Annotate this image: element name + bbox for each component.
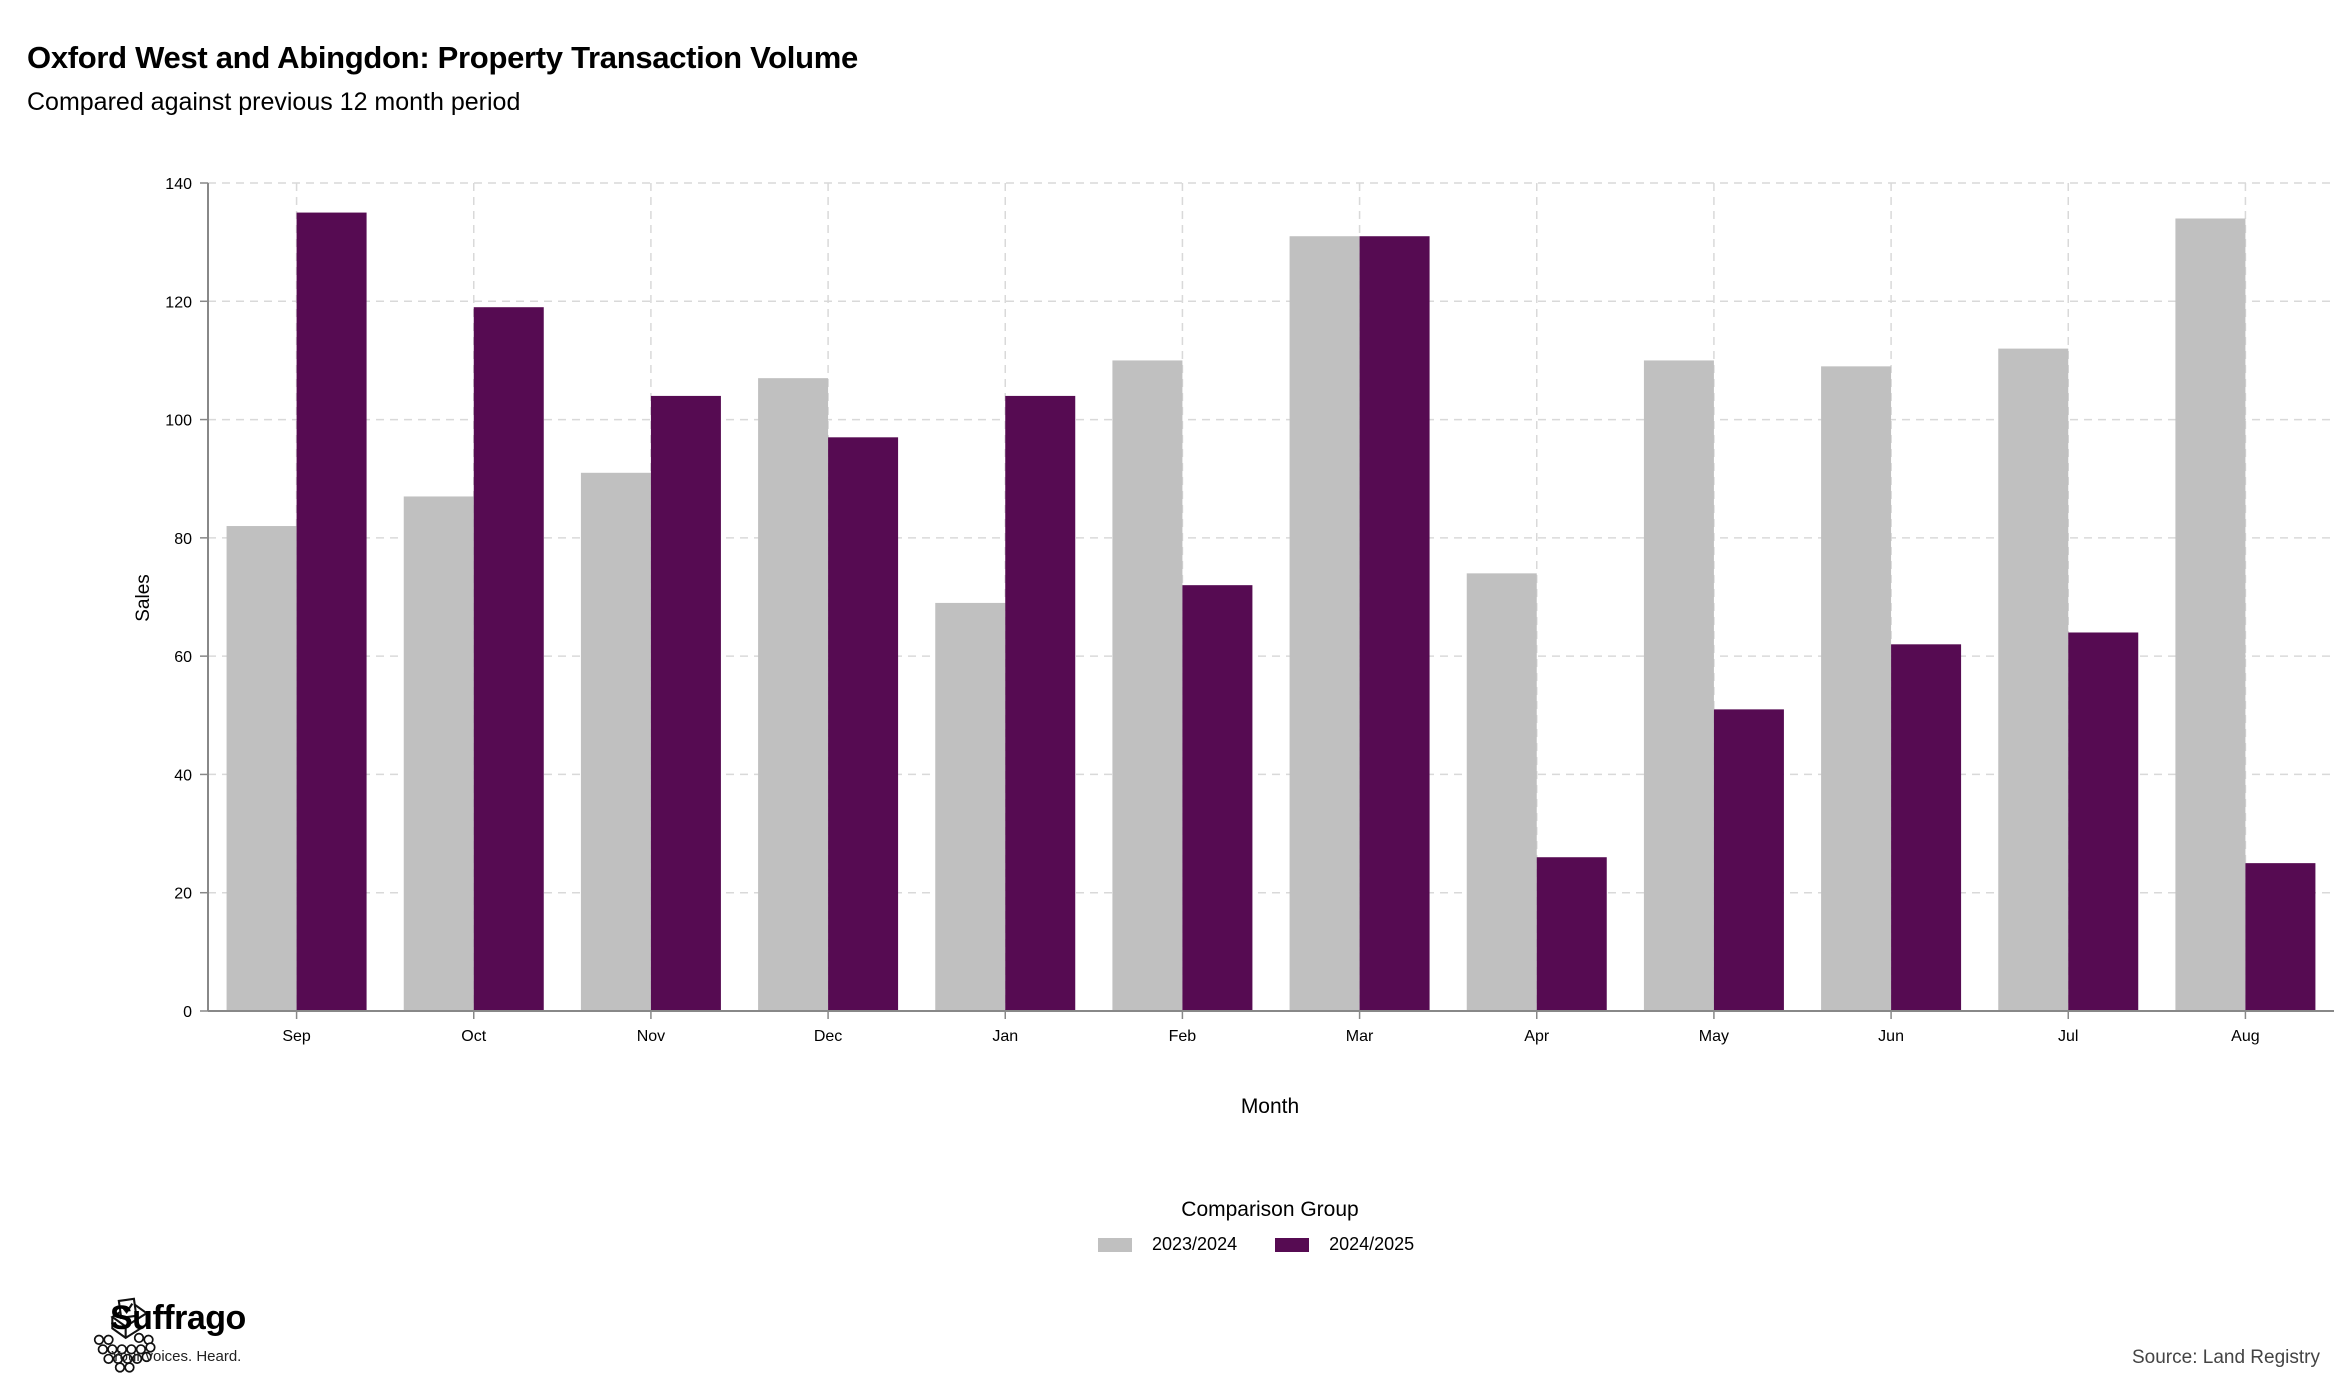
- legend-item-2023-2024: 2023/2024: [1098, 1234, 1237, 1255]
- bar-2024-2025-feb: [1182, 585, 1253, 1011]
- y-tick-label: 120: [165, 294, 192, 311]
- x-tick-label: Oct: [461, 1028, 486, 1045]
- bar-chart: 0 20 40 60 80 100 120 140 Sep Oct Nov Dec Jan Feb Mar…: [133, 176, 2334, 1118]
- y-tick-label: 140: [165, 176, 192, 193]
- bar-2023-2024-apr: [1466, 573, 1537, 1011]
- bars: [226, 212, 2316, 1012]
- x-tick-label: Jun: [1878, 1028, 1904, 1045]
- x-tick-label: Mar: [1346, 1028, 1374, 1045]
- x-tick-label: Sep: [282, 1028, 311, 1045]
- y-tick-label: 20: [174, 886, 192, 903]
- x-tick-label: Jul: [2058, 1028, 2078, 1045]
- chart-title: Oxford West and Abingdon: Property Trans…: [27, 40, 858, 75]
- bar-2023-2024-feb: [1112, 360, 1183, 1011]
- x-tick-label: Jan: [992, 1028, 1018, 1045]
- bar-2023-2024-aug: [2175, 218, 2246, 1011]
- legend-title: Comparison Group: [1181, 1198, 1359, 1221]
- y-tick-label: 0: [183, 1004, 192, 1021]
- y-tick-label: 80: [174, 531, 192, 548]
- brand-tagline: Your voices. Heard.: [111, 1348, 242, 1365]
- y-tick-label: 40: [174, 767, 192, 784]
- x-tick-label: Aug: [2231, 1028, 2259, 1045]
- legend-item-2024-2025: 2024/2025: [1275, 1234, 1414, 1255]
- legend-label-2023-2024: 2023/2024: [1152, 1234, 1238, 1254]
- axes: [200, 182, 2334, 1019]
- y-tick-label: 60: [174, 649, 192, 666]
- bar-2023-2024-oct: [403, 496, 474, 1011]
- bar-2024-2025-apr: [1536, 857, 1607, 1011]
- legend-label-2024-2025: 2024/2025: [1329, 1234, 1415, 1254]
- legend-items: 2023/2024 2024/2025: [1098, 1234, 1452, 1255]
- bar-2024-2025-jun: [1891, 644, 1962, 1011]
- bar-2024-2025-aug: [2245, 863, 2316, 1011]
- x-tick-label: May: [1699, 1028, 1729, 1045]
- legend-swatch-2023-2024: [1098, 1237, 1132, 1252]
- bar-2024-2025-sep: [296, 212, 367, 1012]
- bar-2024-2025-oct: [473, 307, 544, 1011]
- y-tick-label: 100: [165, 413, 192, 430]
- bar-2023-2024-dec: [758, 378, 829, 1012]
- x-tick-label: Apr: [1524, 1028, 1550, 1045]
- x-tick-label: Feb: [1169, 1028, 1197, 1045]
- bar-2023-2024-nov: [580, 472, 651, 1011]
- bar-2024-2025-dec: [828, 437, 899, 1011]
- bar-2023-2024-jan: [935, 602, 1006, 1011]
- bar-2023-2024-jun: [1821, 366, 1892, 1011]
- source-note: Source: Land Registry: [2132, 1347, 2320, 1368]
- y-axis-label: Sales: [133, 574, 154, 622]
- legend-swatch-2024-2025: [1275, 1237, 1310, 1252]
- ballot-box-crowd-icon: [93, 1297, 156, 1373]
- x-tick-label: Dec: [814, 1028, 842, 1045]
- bar-2024-2025-may: [1713, 709, 1784, 1011]
- bar-2023-2024-mar: [1289, 236, 1360, 1011]
- bar-2023-2024-sep: [226, 526, 297, 1011]
- brand-name: Suffrago: [110, 1299, 246, 1337]
- bar-2024-2025-jul: [2068, 632, 2139, 1011]
- x-axis-label: Month: [1241, 1095, 1299, 1118]
- bar-2024-2025-nov: [650, 395, 721, 1011]
- x-tick-label: Nov: [637, 1028, 665, 1045]
- bar-2024-2025-mar: [1359, 236, 1430, 1011]
- bar-2023-2024-may: [1643, 360, 1714, 1011]
- chart-subtitle: Compared against previous 12 month perio…: [27, 88, 521, 116]
- y-tick-labels: 0 20 40 60 80 100 120 140: [165, 176, 192, 1021]
- bar-2023-2024-jul: [1998, 348, 2069, 1012]
- bar-2024-2025-jan: [1005, 395, 1076, 1011]
- x-tick-labels: Sep Oct Nov Dec Jan Feb Mar Apr May Jun Jul Aug: [282, 1028, 2259, 1045]
